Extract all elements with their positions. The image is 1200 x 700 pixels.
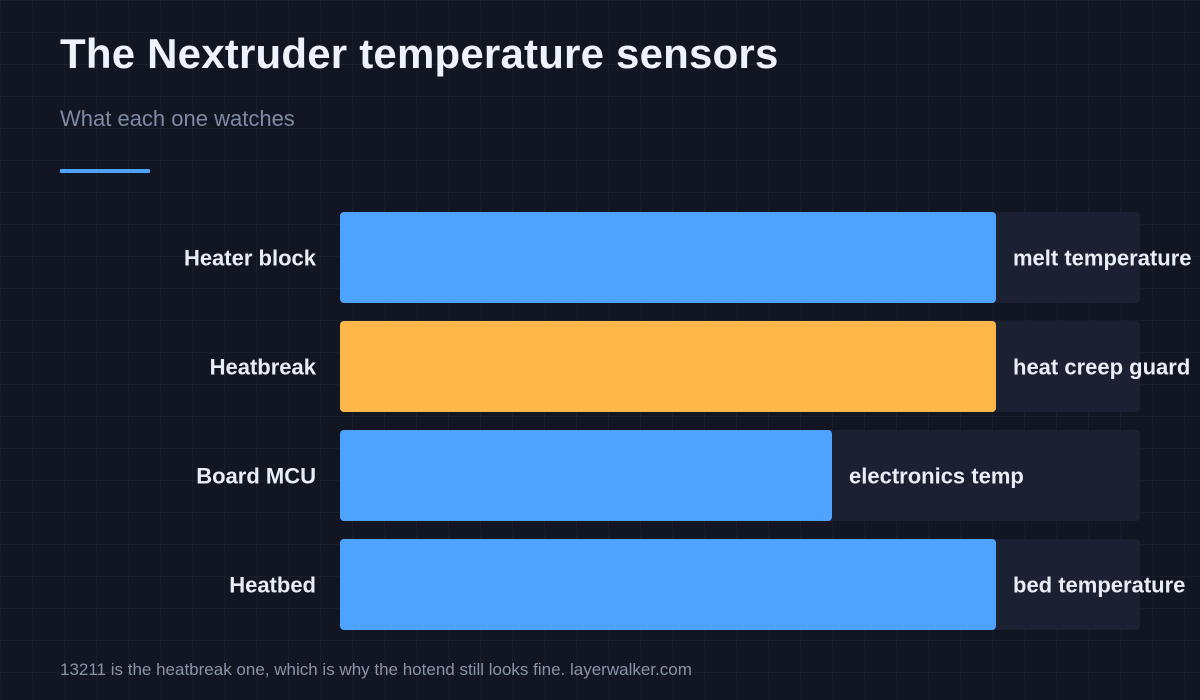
bar	[340, 430, 832, 521]
bar	[340, 212, 996, 303]
chart-title: The Nextruder temperature sensors	[60, 30, 779, 77]
footer-caption: 13211 is the heatbreak one, which is why…	[60, 660, 692, 679]
title-accent-line	[60, 169, 150, 173]
bar-row: Board MCU electronics temp	[196, 430, 1140, 521]
chart-subtitle: What each one watches	[60, 106, 295, 131]
category-label: Heatbreak	[210, 355, 317, 380]
bar-label: melt temperature	[1013, 246, 1192, 271]
bar-row: Heatbed bed temperature	[229, 539, 1185, 630]
bar-row: Heatbreak heat creep guard	[210, 321, 1190, 412]
bar-row: Heater block melt temperature	[184, 212, 1192, 303]
bar	[340, 321, 996, 412]
bar-label: heat creep guard	[1013, 355, 1190, 380]
bar-label: electronics temp	[849, 464, 1024, 489]
category-label: Heatbed	[229, 573, 316, 598]
bar-label: bed temperature	[1013, 573, 1185, 598]
bar	[340, 539, 996, 630]
category-label: Heater block	[184, 246, 317, 271]
category-label: Board MCU	[196, 464, 316, 489]
